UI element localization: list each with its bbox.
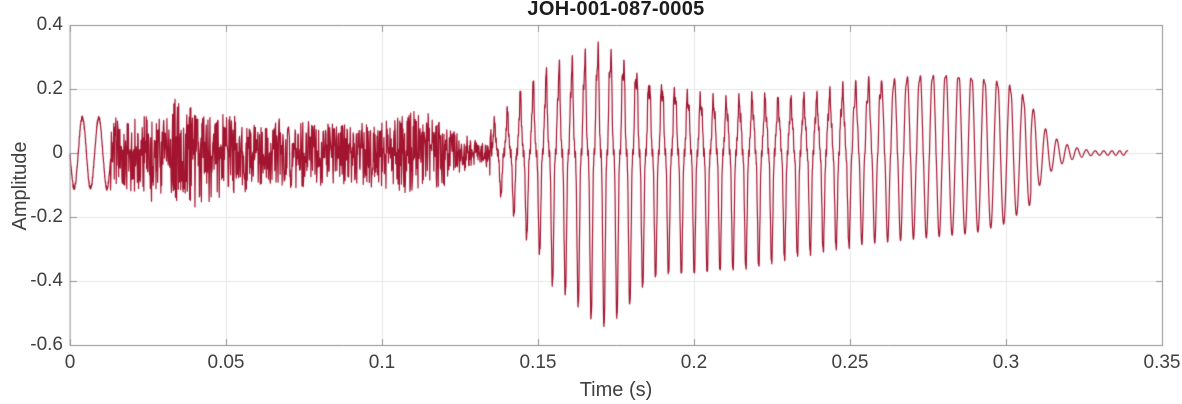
y-tick-label: -0.4 [30, 270, 63, 291]
x-axis-label: Time (s) [579, 379, 653, 401]
x-tick-label: 0.25 [831, 352, 869, 373]
x-tick-label: 0.3 [992, 352, 1020, 373]
y-tick-label: 0.4 [36, 14, 63, 35]
x-tick-label: 0.1 [368, 352, 396, 373]
y-tick-label: 0 [52, 142, 63, 163]
y-tick-label: -0.2 [30, 206, 63, 227]
chart-title: JOH-001-087-0005 [527, 0, 705, 20]
y-tick-label: 0.2 [36, 78, 63, 99]
x-tick-label: 0 [64, 352, 76, 373]
x-tick-label: 0.05 [207, 352, 245, 373]
x-tick-label: 0.2 [680, 352, 708, 373]
x-tick-label: 0.35 [1143, 352, 1181, 373]
x-tick-label: 0.15 [519, 352, 557, 373]
y-tick-label: -0.6 [30, 334, 63, 355]
